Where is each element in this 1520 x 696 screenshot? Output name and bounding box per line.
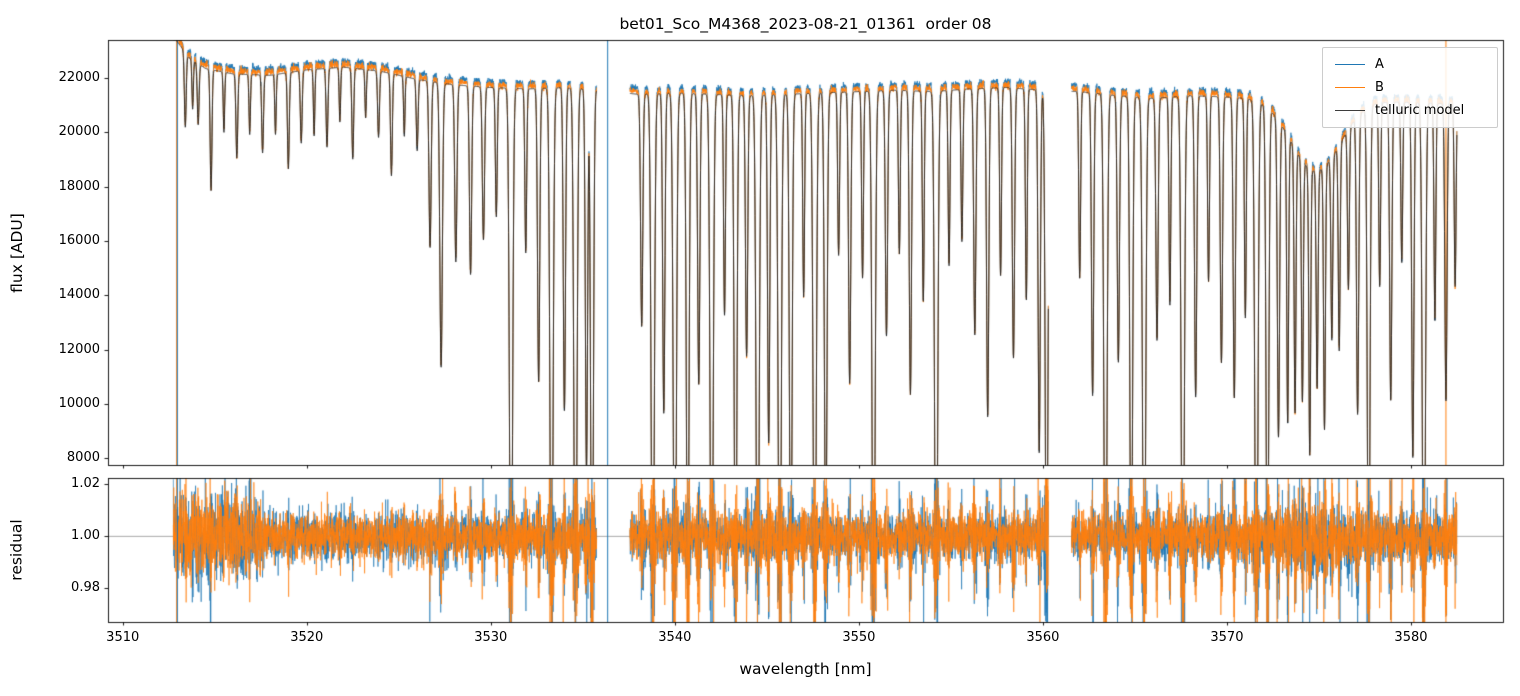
series-b-line-swatch xyxy=(1335,87,1365,88)
flux-tick-label: 18000 xyxy=(58,178,100,194)
legend-entry-telluric-model: telluric model xyxy=(1335,103,1485,118)
x-tick-label: 3550 xyxy=(842,630,876,645)
wavelength-axis-label: wavelength [nm] xyxy=(739,660,872,678)
flux-tick-label: 10000 xyxy=(58,395,100,411)
x-tick-label: 3540 xyxy=(658,630,692,645)
residual-axis-label-box: residual xyxy=(5,478,29,622)
x-tick-label: 3580 xyxy=(1394,630,1428,645)
legend-label-telluric-model: telluric model xyxy=(1375,103,1465,118)
residual-tick-label: 1.02 xyxy=(71,476,100,492)
legend-label-a: A xyxy=(1375,57,1384,72)
flux-tick-label: 22000 xyxy=(58,70,100,86)
x-tick-label: 3570 xyxy=(1210,630,1244,645)
legend-label-b: B xyxy=(1375,80,1384,95)
flux-tick-label: 20000 xyxy=(58,124,100,140)
flux-tick-label: 12000 xyxy=(58,341,100,357)
residual-tick-label: 0.98 xyxy=(71,580,100,596)
residual-tick-label: 1.00 xyxy=(71,528,100,544)
legend-entry-b: B xyxy=(1335,80,1485,95)
x-tick-label: 3530 xyxy=(474,630,508,645)
x-tick-label: 3560 xyxy=(1026,630,1060,645)
flux-tick-label: 8000 xyxy=(66,450,100,466)
flux-tick-label: 14000 xyxy=(58,287,100,303)
series-a-line-swatch xyxy=(1335,64,1365,65)
legend-entry-a: A xyxy=(1335,57,1485,72)
flux-tick-label: 16000 xyxy=(58,232,100,248)
figure-title: bet01_Sco_M4368_2023-08-21_01361 order 0… xyxy=(619,15,992,33)
telluric-model-line-swatch xyxy=(1335,110,1365,111)
x-tick-label: 3510 xyxy=(106,630,140,645)
x-tick-label: 3520 xyxy=(290,630,324,645)
flux-axis-label-box: flux [ADU] xyxy=(5,40,29,465)
residual-axis-label: residual xyxy=(8,519,27,581)
flux-axis-label: flux [ADU] xyxy=(8,212,27,293)
legend: A B telluric model xyxy=(1322,47,1498,128)
